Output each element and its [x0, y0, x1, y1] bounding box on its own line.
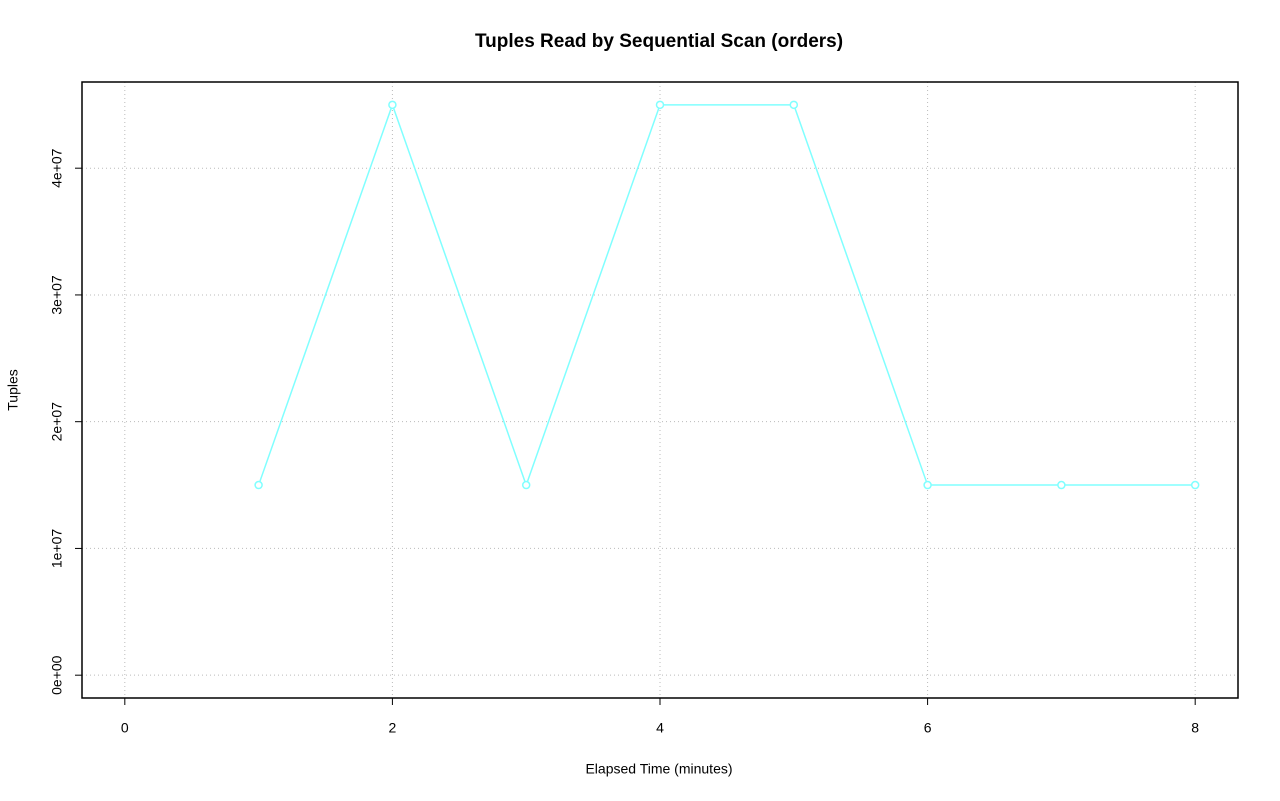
data-point	[388, 100, 397, 110]
x-tick-label: 0	[121, 720, 129, 736]
plot-frame	[81, 81, 1239, 699]
y-tick-label: 0e+00	[49, 655, 65, 695]
data-line	[257, 102, 1196, 488]
x-tick-label: 8	[1191, 720, 1199, 736]
data-point	[521, 480, 531, 490]
x-tick-label: 4	[656, 720, 664, 736]
data-point	[1057, 480, 1066, 490]
x-tick-label: 6	[924, 720, 932, 736]
data-point	[254, 480, 263, 490]
y-tick-label: 4e+07	[49, 148, 65, 188]
data-point	[789, 100, 799, 110]
y-axis-label: Tuples	[5, 369, 21, 411]
chart-title: Tuples Read by Sequential Scan (orders)	[475, 31, 843, 52]
y-tick-label: 2e+07	[49, 402, 65, 442]
data-point	[1190, 480, 1200, 490]
x-tick-label: 2	[389, 720, 397, 736]
x-axis-label: Elapsed Time (minutes)	[585, 761, 732, 777]
y-tick-label: 1e+07	[49, 529, 65, 569]
y-tick-label: 3e+07	[49, 275, 65, 315]
data-point	[655, 100, 665, 110]
data-point	[923, 480, 932, 490]
